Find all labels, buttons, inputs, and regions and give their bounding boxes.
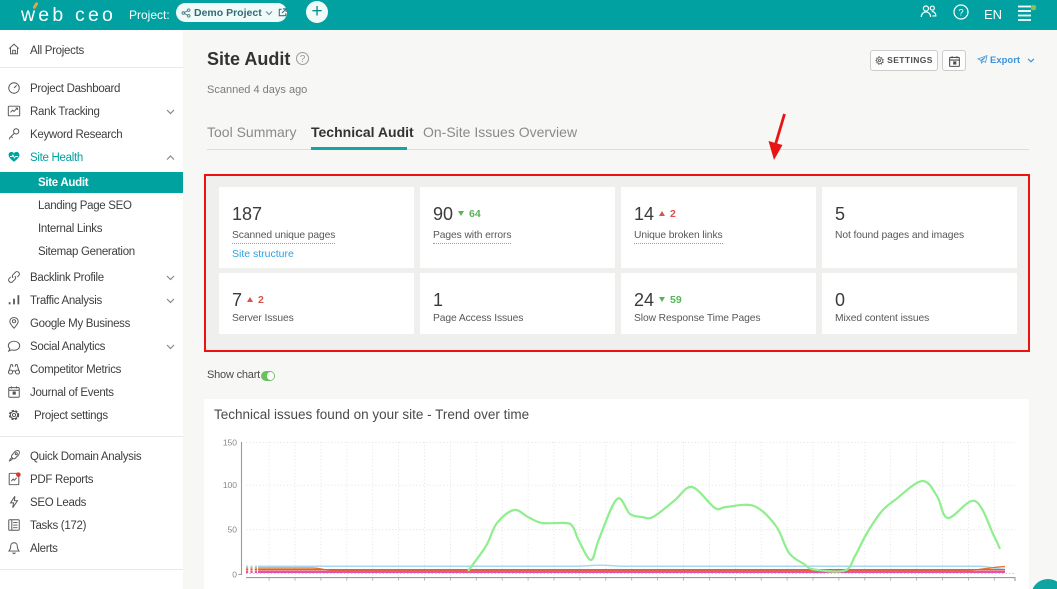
svg-text:100: 100 (223, 480, 237, 490)
svg-text:50: 50 (228, 525, 238, 535)
svg-text:0: 0 (232, 569, 237, 579)
svg-text:150: 150 (223, 437, 237, 447)
svg-text:?: ? (958, 8, 963, 19)
